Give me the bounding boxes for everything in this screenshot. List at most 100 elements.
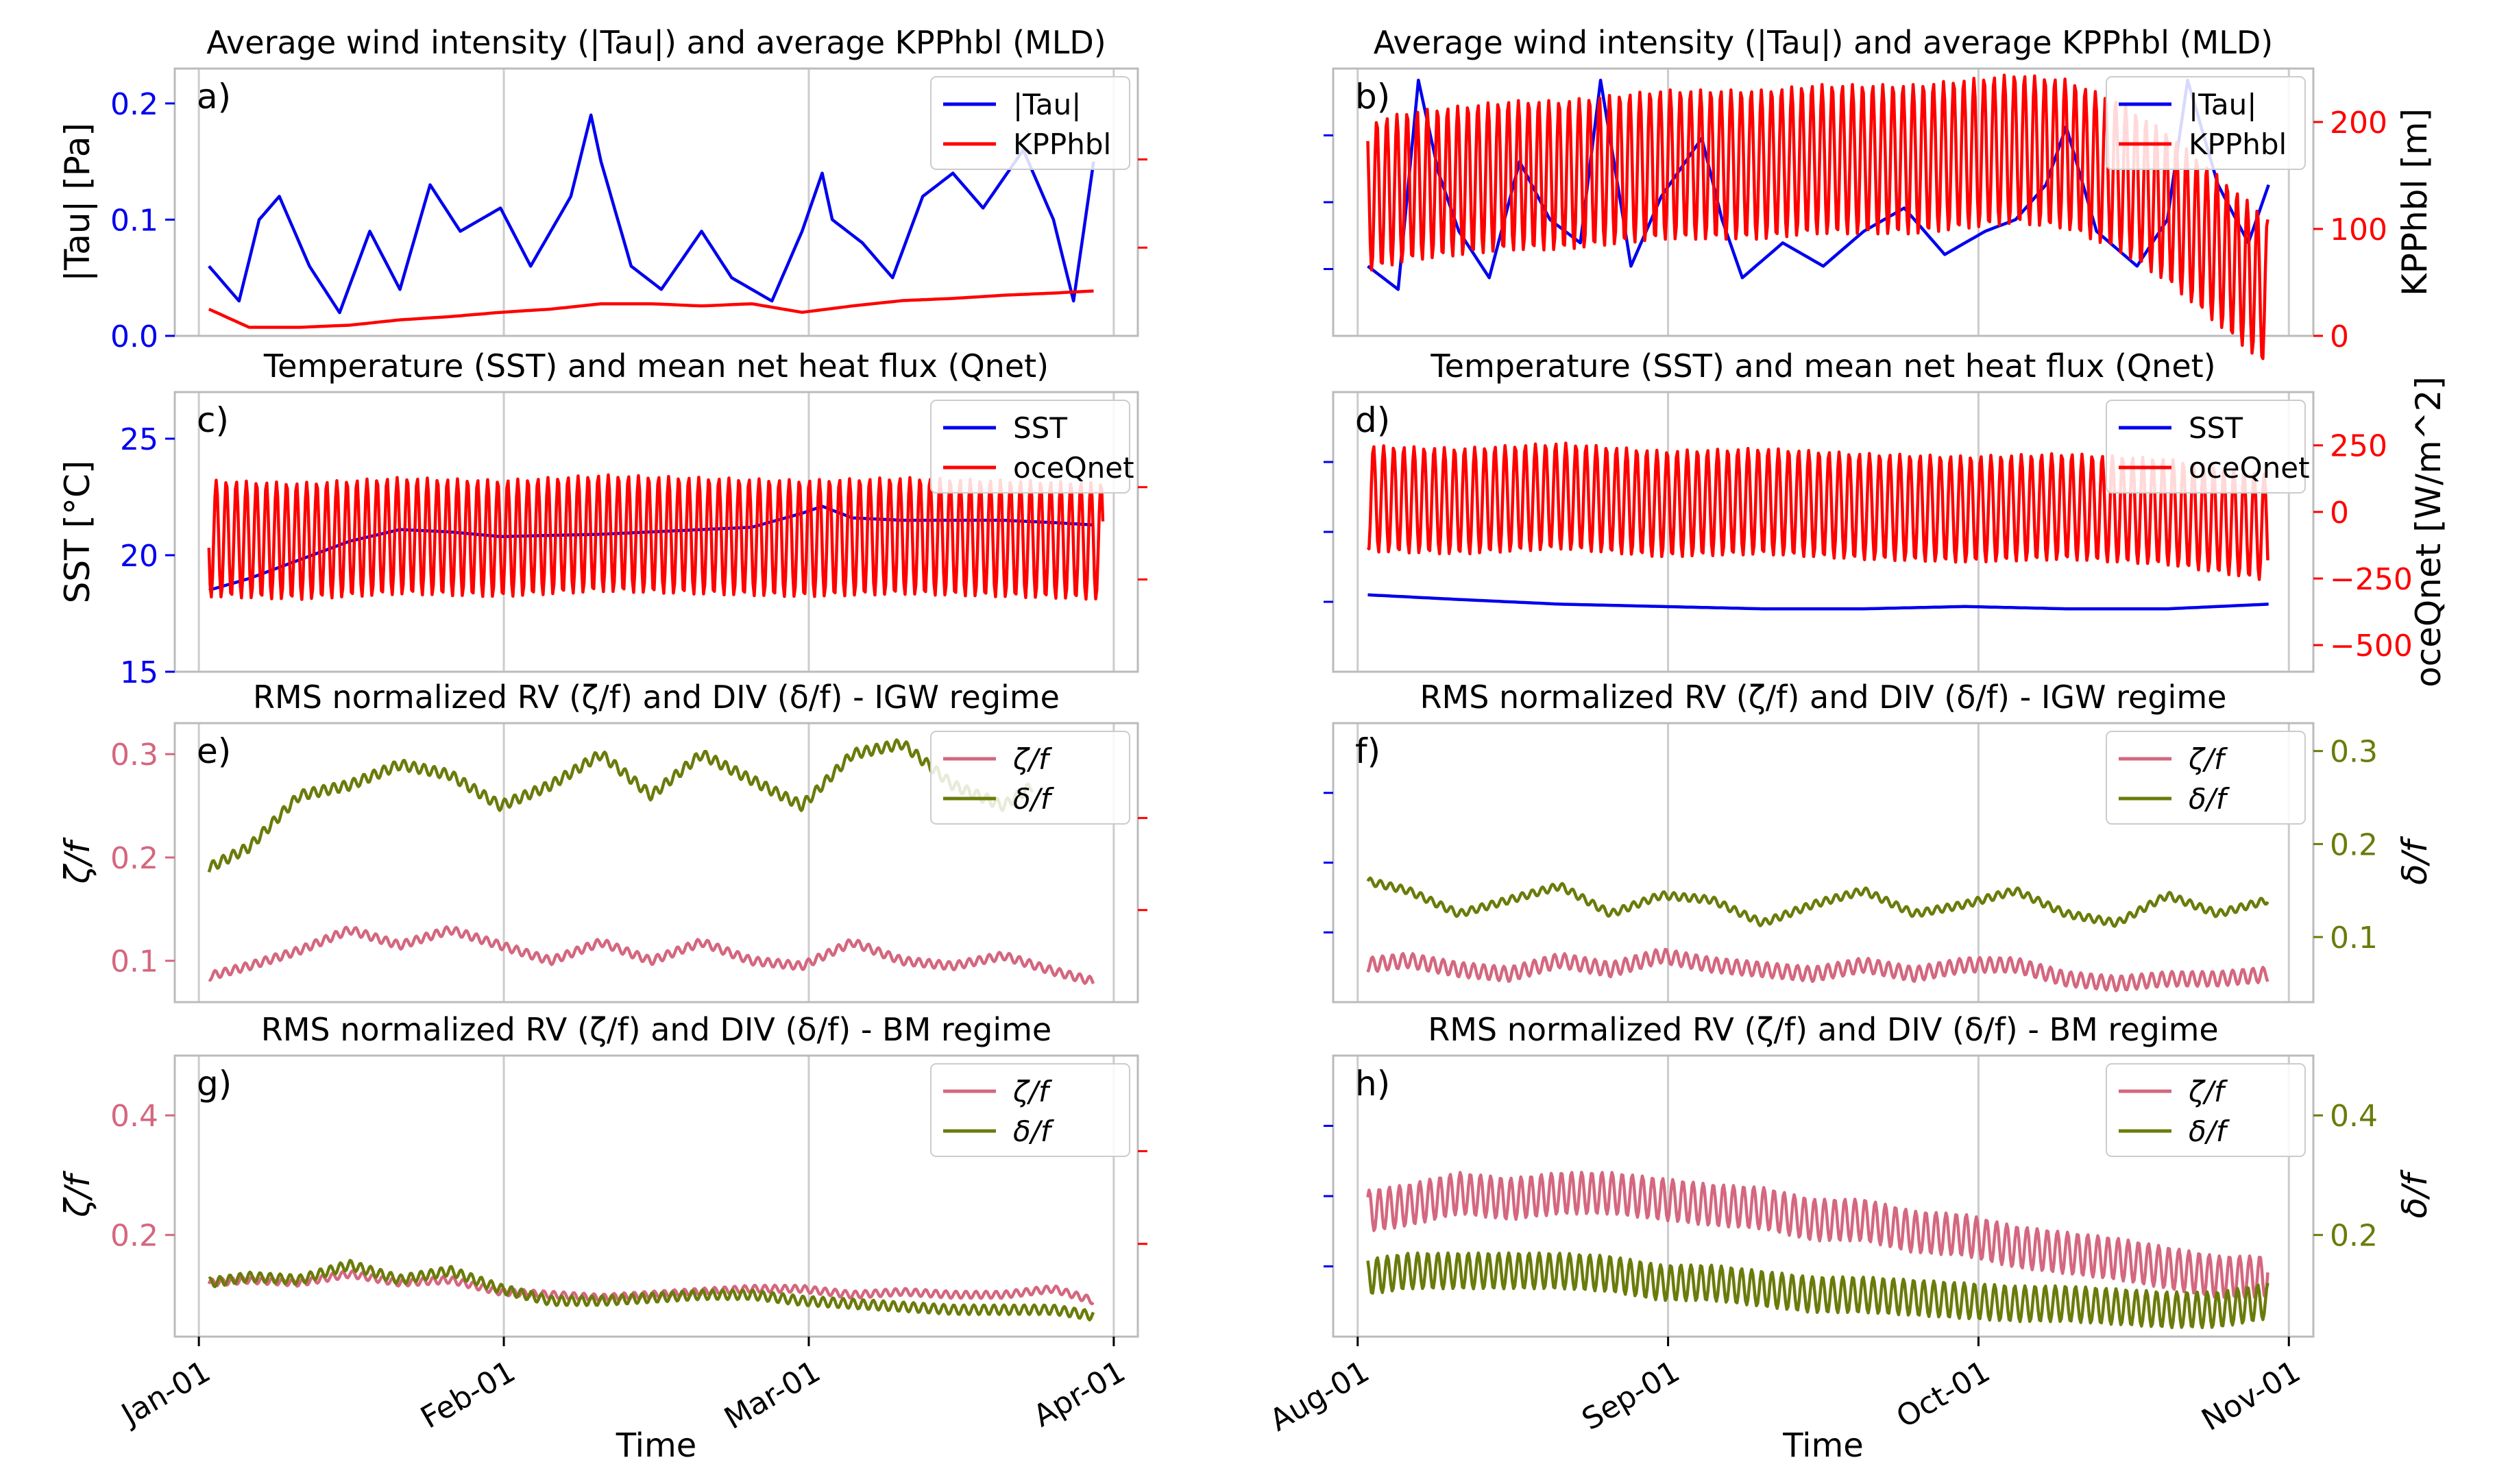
panel-tag: a) — [197, 77, 231, 117]
y2-axis-label: KPPhbl [m] — [2395, 108, 2435, 296]
x-tick-label: Sep-01 — [1577, 1354, 1686, 1437]
panel-title: RMS normalized RV (ζ/f) and DIV (δ/f) - … — [253, 679, 1060, 716]
legend-label: ζ/f — [2188, 1075, 2228, 1108]
y2-tick-label: 0.2 — [2330, 827, 2378, 862]
legend-label: KPPhbl — [2189, 127, 2287, 161]
legend-label: ζ/f — [1012, 742, 1053, 776]
legend-box — [2106, 76, 2306, 170]
panel-tag: c) — [197, 400, 229, 440]
panel-g: RMS normalized RV (ζ/f) and DIV (δ/f) - … — [58, 1011, 1147, 1465]
legend: |Tau| KPPhbl — [2106, 76, 2306, 170]
x-tick-label: Nov-01 — [2196, 1354, 2307, 1437]
panel-title: RMS normalized RV (ζ/f) and DIV (δ/f) - … — [1428, 1011, 2218, 1048]
series-line-primary — [1366, 1171, 2269, 1300]
y-axis-label: ζ/f — [58, 1171, 97, 1218]
series-line-primary — [1367, 593, 2269, 611]
panel-tag: g) — [197, 1064, 232, 1104]
y-tick-label: 0.1 — [110, 945, 158, 980]
y-axis-label: SST [°C] — [58, 461, 97, 604]
x-tick-label: Aug-01 — [1264, 1354, 1375, 1438]
panel-tag: e) — [197, 731, 231, 771]
x-axis-label: Time — [616, 1426, 696, 1465]
y-axis-label: ζ/f — [58, 837, 97, 884]
legend-label: oceQnet — [2189, 451, 2310, 485]
series-line-secondary — [1366, 1251, 2269, 1330]
panel-title: Temperature (SST) and mean net heat flux… — [1430, 348, 2215, 385]
legend: |Tau| KPPhbl — [930, 76, 1130, 170]
panel-a: Average wind intensity (|Tau|) and avera… — [58, 24, 1147, 354]
legend: ζ/f δ/f — [2106, 731, 2306, 825]
panel-title: Temperature (SST) and mean net heat flux… — [263, 348, 1049, 385]
y2-tick-label: 0.4 — [2330, 1099, 2378, 1134]
series-line-secondary — [1366, 441, 2269, 581]
y2-tick-label: −250 — [2330, 562, 2413, 597]
panel-title: Average wind intensity (|Tau|) and avera… — [1374, 24, 2273, 62]
panel-e: RMS normalized RV (ζ/f) and DIV (δ/f) - … — [58, 679, 1147, 1003]
legend-label: ζ/f — [1012, 1075, 1053, 1108]
x-tick-label: Apr-01 — [1027, 1354, 1131, 1434]
axes-frame — [173, 722, 1139, 1003]
y2-tick-label: 0.2 — [2330, 1219, 2378, 1254]
legend-box — [930, 731, 1130, 825]
y-tick-label: 0.3 — [110, 738, 158, 773]
series-line-primary — [208, 113, 1095, 315]
y-tick-label: 20 — [120, 539, 158, 574]
y2-axis-label: δ/f — [2395, 836, 2435, 885]
axes-frame — [173, 391, 1139, 673]
legend-label: δ/f — [1013, 782, 1055, 816]
panel-tag: d) — [1355, 400, 1390, 440]
panel-title: RMS normalized RV (ζ/f) and DIV (δ/f) - … — [261, 1011, 1051, 1048]
x-tick-label: Feb-01 — [415, 1354, 521, 1435]
panel-title: RMS normalized RV (ζ/f) and DIV (δ/f) - … — [1420, 679, 2227, 716]
legend-label: SST — [2189, 411, 2243, 445]
y-tick-label: 0.4 — [110, 1099, 158, 1134]
x-tick-label: Jan-01 — [114, 1354, 217, 1433]
legend-label: oceQnet — [1013, 451, 1134, 485]
series-line-primary — [208, 925, 1095, 985]
legend-label: SST — [1013, 411, 1067, 445]
y-tick-label: 0.2 — [110, 841, 158, 876]
axes-frame — [173, 67, 1139, 337]
y-tick-label: 25 — [120, 422, 158, 457]
y2-tick-label: 0 — [2330, 496, 2349, 531]
panel-tag: h) — [1355, 1064, 1390, 1104]
legend-label: KPPhbl — [1013, 127, 1111, 161]
y-axis-label: |Tau| [Pa] — [58, 123, 97, 282]
legend-box — [2106, 1063, 2306, 1157]
x-tick-label: Oct-01 — [1890, 1354, 1996, 1435]
legend-label: ζ/f — [2188, 742, 2228, 776]
y2-tick-label: 0 — [2330, 319, 2349, 354]
legend: SST oceQnet — [2106, 400, 2310, 494]
y2-tick-label: 200 — [2330, 106, 2387, 141]
series-line-secondary — [207, 473, 1105, 601]
legend: ζ/f δ/f — [930, 731, 1130, 825]
y-tick-label: 0.0 — [110, 319, 158, 354]
legend-label: δ/f — [1013, 1115, 1055, 1148]
legend-box — [930, 400, 1130, 494]
panel-tag: f) — [1355, 731, 1380, 771]
y2-tick-label: −500 — [2330, 629, 2413, 664]
panel-title: Average wind intensity (|Tau|) and avera… — [206, 24, 1106, 62]
legend: SST oceQnet — [930, 400, 1134, 494]
y2-tick-label: 250 — [2330, 429, 2387, 464]
legend: ζ/f δ/f — [2106, 1063, 2306, 1157]
legend-label: |Tau| — [1013, 88, 1081, 121]
legend-box — [2106, 731, 2306, 825]
legend-box — [2106, 400, 2306, 494]
panel-c: Temperature (SST) and mean net heat flux… — [58, 348, 1147, 690]
legend-box — [930, 1063, 1130, 1157]
series-line-primary — [1367, 78, 2270, 291]
legend: ζ/f δ/f — [930, 1063, 1130, 1157]
y-tick-label: 15 — [120, 655, 158, 690]
y2-tick-label: 100 — [2330, 212, 2387, 247]
panel-b: Average wind intensity (|Tau|) and avera… — [1324, 24, 2435, 361]
series-line-secondary — [208, 1258, 1095, 1322]
legend-label: δ/f — [2189, 1115, 2230, 1148]
y2-tick-label: 0.3 — [2330, 735, 2378, 770]
y-tick-label: 0.1 — [110, 203, 158, 238]
y2-axis-label: δ/f — [2395, 1169, 2435, 1218]
y-tick-label: 0.2 — [110, 87, 158, 122]
panel-d: Temperature (SST) and mean net heat flux… — [1324, 348, 2448, 688]
series-line-secondary — [207, 738, 1034, 873]
